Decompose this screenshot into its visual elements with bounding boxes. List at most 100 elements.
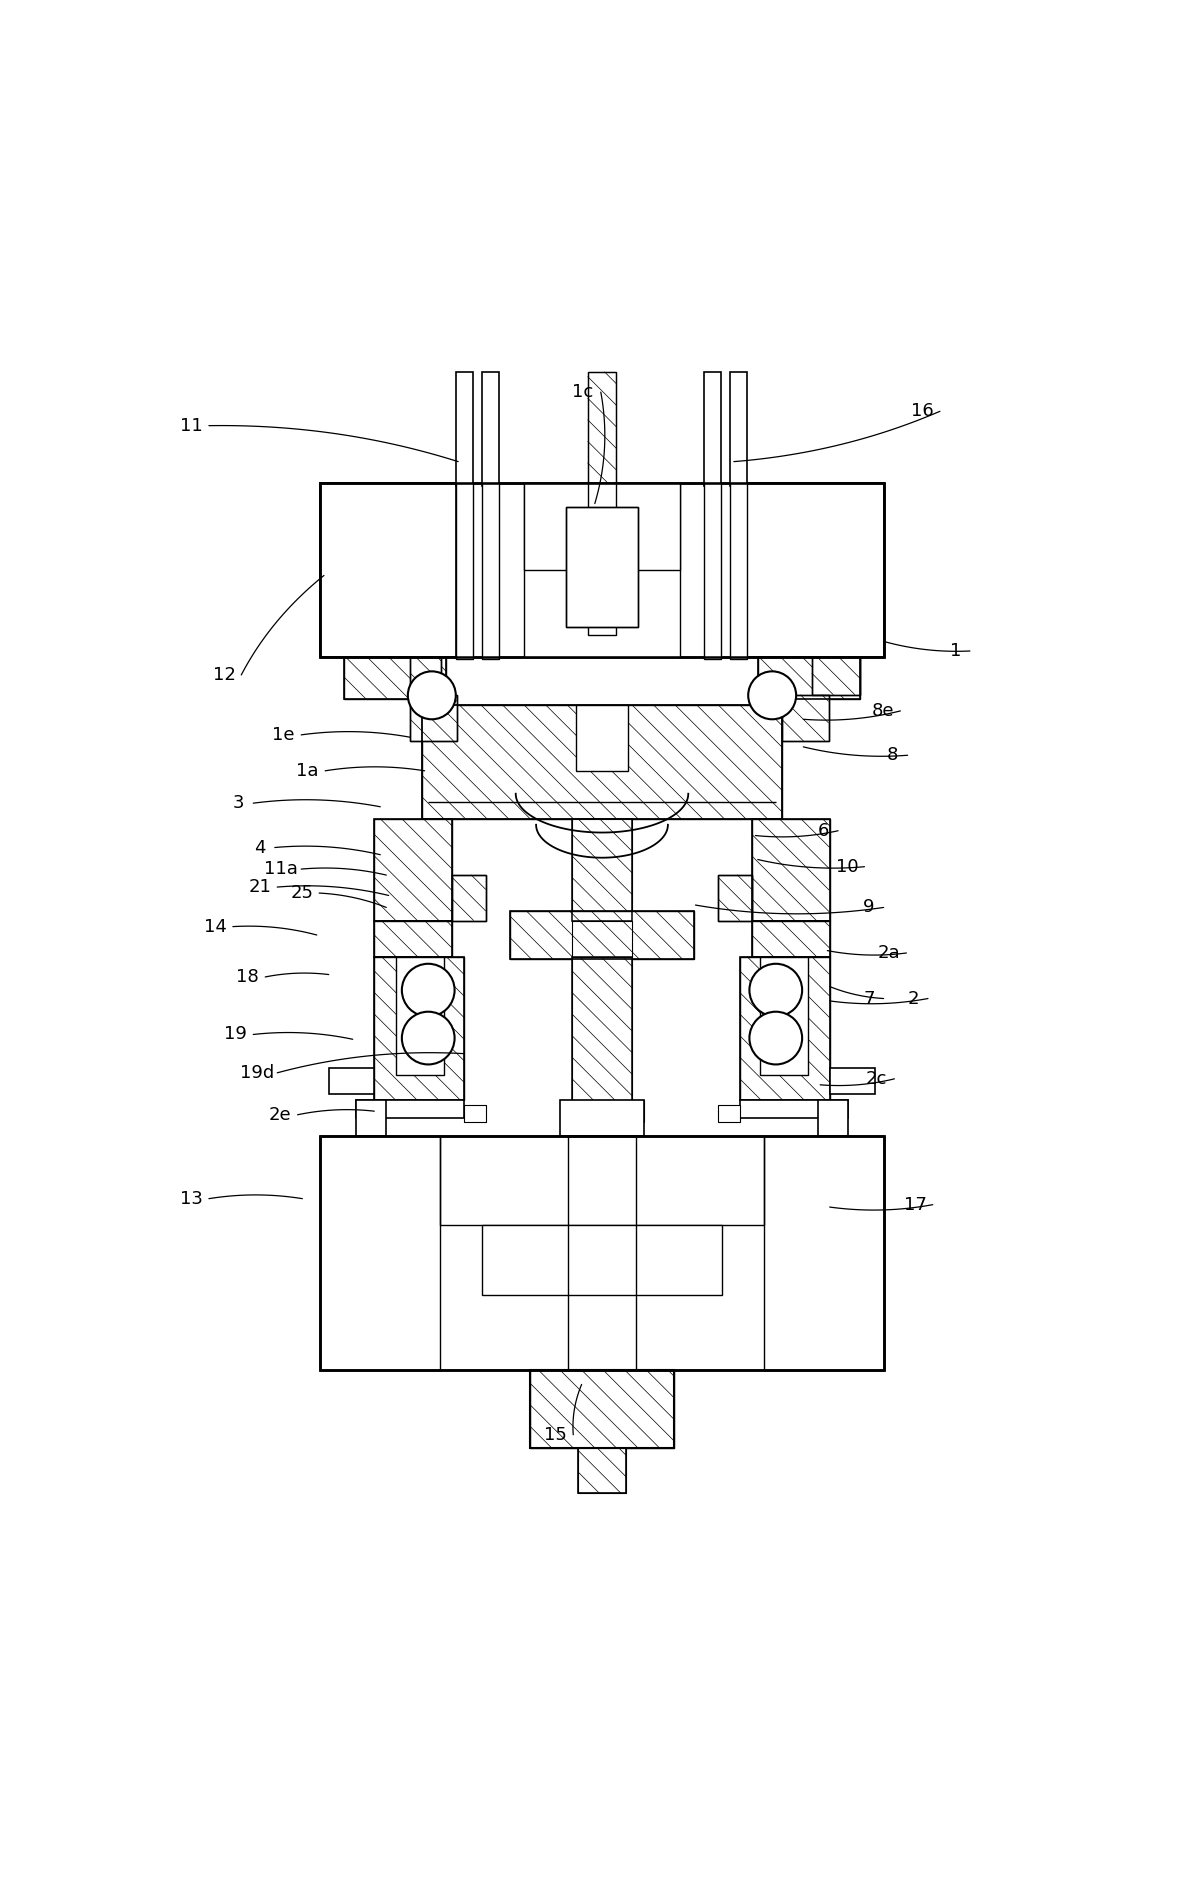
Bar — [482, 484, 498, 659]
Text: 19: 19 — [224, 1026, 247, 1043]
Bar — [524, 484, 680, 657]
Bar — [356, 1101, 386, 1137]
Bar — [763, 1137, 884, 1370]
Bar — [719, 1105, 739, 1122]
Bar — [588, 373, 616, 636]
Bar — [746, 484, 884, 657]
Text: 17: 17 — [904, 1195, 927, 1214]
Bar — [320, 1137, 441, 1370]
Text: 1a: 1a — [296, 762, 319, 779]
Bar — [320, 484, 884, 657]
Bar — [578, 1447, 626, 1494]
Bar — [320, 484, 884, 657]
Bar — [751, 920, 830, 956]
Bar — [572, 920, 632, 956]
Bar — [374, 819, 453, 920]
Bar — [572, 819, 632, 920]
Bar — [344, 657, 447, 698]
Bar — [320, 1137, 884, 1370]
Bar — [731, 484, 746, 659]
Bar — [396, 956, 444, 1075]
Bar — [465, 1105, 485, 1122]
Bar — [456, 484, 472, 659]
Bar — [374, 956, 465, 1101]
Bar — [374, 956, 465, 1101]
Text: 4: 4 — [254, 839, 266, 856]
Bar — [763, 1137, 884, 1370]
Bar — [472, 484, 482, 657]
Text: 9: 9 — [863, 898, 875, 917]
Bar — [374, 920, 453, 956]
Text: 1e: 1e — [272, 726, 295, 743]
Bar — [566, 506, 638, 627]
Bar — [719, 875, 751, 920]
Bar — [719, 875, 751, 920]
Bar — [411, 657, 442, 694]
Bar — [465, 1105, 485, 1122]
Bar — [566, 506, 638, 627]
Bar — [588, 373, 616, 636]
Bar — [811, 657, 860, 694]
Circle shape — [402, 964, 455, 1016]
Bar — [423, 706, 781, 819]
Bar — [453, 875, 485, 920]
Bar — [830, 1069, 875, 1095]
Bar — [456, 373, 472, 486]
Text: 25: 25 — [290, 885, 313, 901]
Bar — [530, 1370, 674, 1447]
Text: 1: 1 — [950, 642, 961, 661]
Text: 13: 13 — [181, 1189, 203, 1208]
Bar — [757, 657, 860, 698]
Bar — [568, 1137, 636, 1370]
Text: 10: 10 — [836, 858, 858, 875]
Bar — [818, 1101, 848, 1137]
Bar — [572, 956, 632, 1144]
Bar — [746, 484, 884, 657]
Text: 6: 6 — [818, 822, 830, 839]
Text: 19d: 19d — [240, 1063, 275, 1082]
Bar — [509, 911, 695, 960]
Text: 18: 18 — [236, 967, 259, 986]
Text: 2: 2 — [908, 990, 919, 1007]
Text: 11a: 11a — [264, 860, 297, 879]
Bar — [781, 694, 828, 742]
Bar — [739, 956, 830, 1101]
Bar — [411, 657, 442, 694]
Bar — [509, 911, 695, 960]
Bar — [320, 484, 456, 657]
Text: 11: 11 — [181, 416, 203, 435]
Bar — [329, 1069, 374, 1095]
Text: 14: 14 — [205, 918, 228, 935]
Bar — [356, 1101, 465, 1118]
Bar — [704, 373, 721, 486]
Bar — [482, 1225, 722, 1295]
Bar — [781, 694, 828, 742]
Bar — [731, 373, 746, 486]
Text: 3: 3 — [232, 794, 244, 813]
Text: 2e: 2e — [268, 1107, 291, 1124]
Bar — [566, 506, 638, 627]
Bar — [739, 1101, 848, 1118]
Bar — [441, 1137, 763, 1225]
Circle shape — [402, 1013, 455, 1065]
Circle shape — [749, 964, 802, 1016]
Bar — [560, 1101, 644, 1137]
Bar — [739, 956, 830, 1101]
Bar — [320, 484, 456, 657]
Bar — [751, 920, 830, 956]
Bar — [680, 484, 704, 657]
Text: 2c: 2c — [866, 1069, 887, 1088]
Text: 16: 16 — [911, 403, 934, 420]
Bar — [320, 1137, 441, 1370]
Text: 2a: 2a — [878, 945, 901, 962]
Bar — [751, 819, 830, 920]
Bar — [498, 484, 524, 657]
Circle shape — [749, 1013, 802, 1065]
Bar — [320, 1137, 884, 1370]
Bar — [374, 920, 453, 956]
Bar — [374, 819, 453, 920]
Bar — [719, 1105, 739, 1122]
Bar — [704, 484, 721, 659]
Bar — [572, 956, 632, 1144]
Text: 1c: 1c — [572, 384, 594, 401]
